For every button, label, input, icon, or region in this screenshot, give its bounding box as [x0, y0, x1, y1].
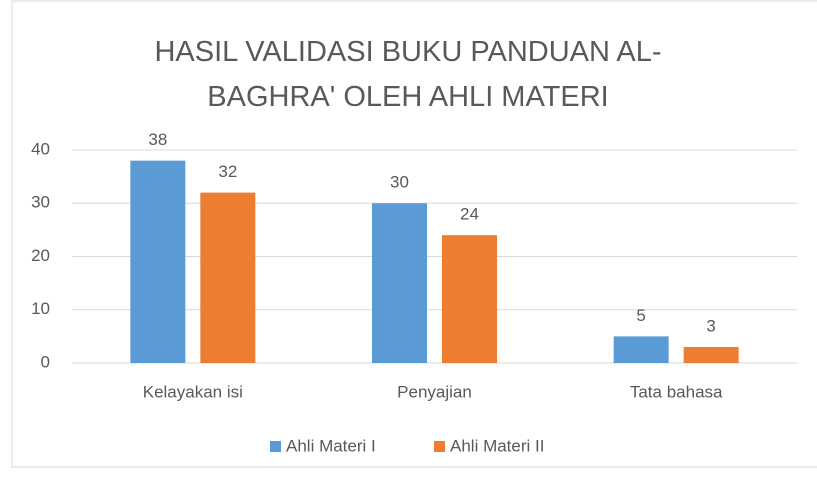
chart-title: HASIL VALIDASI BUKU PANDUAN AL-BAGHRA' O…: [154, 36, 662, 113]
chart-border: [11, 0, 817, 468]
data-label: 38: [148, 130, 167, 149]
data-label: 32: [218, 162, 237, 181]
x-tick-label: Penyajian: [397, 382, 472, 401]
y-tick-label: 40: [31, 139, 50, 158]
legend-swatch: [434, 441, 445, 452]
x-tick-label: Tata bahasa: [630, 382, 723, 401]
bar: [683, 347, 739, 363]
y-tick-label: 10: [31, 299, 50, 318]
bar: [372, 203, 427, 363]
data-label: 24: [460, 205, 479, 224]
bar: [613, 336, 669, 363]
data-label: 30: [390, 173, 409, 192]
y-tick-label: 0: [41, 352, 50, 371]
data-label: 5: [636, 306, 645, 325]
bar: [130, 160, 186, 363]
legend-label: Ahli Materi II: [450, 436, 544, 455]
legend-label: Ahli Materi I: [286, 436, 376, 455]
legend-swatch: [270, 441, 281, 452]
x-tick-label: Kelayakan isi: [143, 382, 243, 401]
y-tick-label: 30: [31, 193, 50, 212]
bar: [200, 192, 256, 363]
y-tick-label: 20: [31, 246, 50, 265]
bar: [442, 235, 497, 363]
data-label: 3: [706, 317, 715, 336]
